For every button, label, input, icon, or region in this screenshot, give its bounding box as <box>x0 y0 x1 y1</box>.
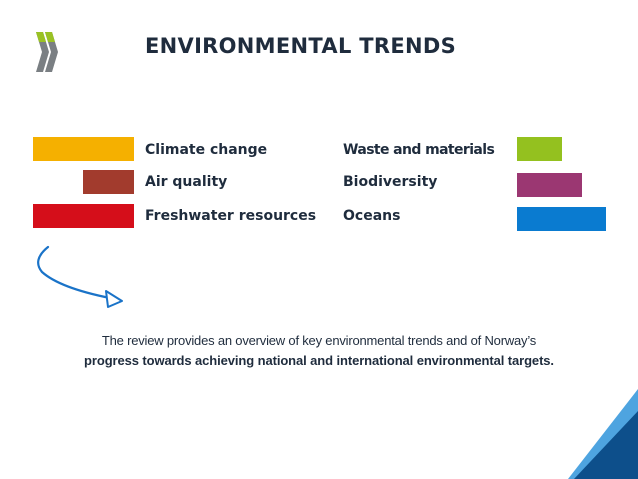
caption-line-2: progress towards achieving national and … <box>84 353 554 368</box>
blue-corner-decoration <box>568 389 638 479</box>
climate-change-color-bar <box>33 137 134 161</box>
biodiversity-label: Biodiversity <box>343 174 438 190</box>
oecd-chevrons-logo <box>36 32 58 72</box>
freshwater-resources-label: Freshwater resources <box>145 208 317 224</box>
biodiversity-color-bar <box>517 173 582 197</box>
page-title: ENVIRONMENTAL TRENDS <box>145 34 457 58</box>
air-quality-color-bar <box>83 170 134 194</box>
curved-arrow-icon <box>37 245 123 308</box>
waste-and-materials-color-bar <box>517 137 562 161</box>
caption-line-1: The review provides an overview of key e… <box>101 333 537 348</box>
caption: The review provides an overview of key e… <box>0 331 638 371</box>
oceans-color-bar <box>517 207 606 231</box>
freshwater-resources-color-bar <box>33 204 134 228</box>
air-quality-label: Air quality <box>145 174 228 190</box>
oceans-label: Oceans <box>343 208 401 224</box>
waste-and-materials-label: Waste and materials <box>343 142 495 158</box>
climate-change-label: Climate change <box>145 142 268 158</box>
